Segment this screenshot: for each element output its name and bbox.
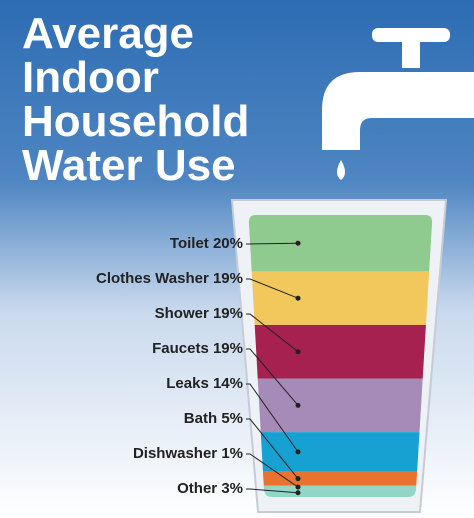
category-label: Shower	[155, 305, 209, 322]
chart-title: Average Indoor Household Water Use	[22, 9, 250, 190]
value-label: 20%	[213, 235, 243, 252]
leader-line	[246, 488, 299, 494]
leader-line	[246, 383, 299, 453]
value-label: 19%	[213, 270, 243, 287]
leader-dot	[295, 402, 301, 408]
bar-segment	[248, 488, 433, 497]
bar-segment	[248, 378, 433, 433]
faucet	[322, 28, 474, 180]
segment-label: Toilet 20%	[170, 235, 243, 252]
value-label: 1%	[221, 445, 243, 462]
bar-segment	[248, 324, 433, 379]
segment-label: Bath 5%	[184, 410, 243, 427]
leader-line	[246, 242, 299, 245]
segment-label: Faucets 19%	[152, 340, 243, 357]
value-label: 14%	[213, 375, 243, 392]
leader-line	[246, 418, 299, 479]
value-label: 19%	[213, 305, 243, 322]
leader-dot	[295, 295, 301, 301]
segment-label: Dishwasher 1%	[133, 445, 243, 462]
bar-segment	[248, 471, 433, 486]
leader-dot	[295, 476, 301, 482]
category-label: Leaks	[166, 375, 209, 392]
value-label: 5%	[221, 410, 243, 427]
value-label: 3%	[221, 480, 243, 497]
leader-line	[246, 453, 299, 488]
category-label: Clothes Washer	[96, 270, 209, 287]
leader-line	[246, 313, 299, 353]
category-label: Dishwasher	[133, 445, 217, 462]
category-label: Other	[177, 480, 217, 497]
bar-segment	[248, 485, 433, 489]
bar-segment	[248, 271, 433, 325]
leader-dot	[295, 240, 301, 246]
leader-dot	[295, 449, 301, 455]
category-label: Bath	[184, 410, 217, 427]
value-label: 19%	[213, 340, 243, 357]
segment-label: Other 3%	[177, 480, 243, 497]
leader-dot	[295, 490, 301, 496]
leader-dot	[295, 484, 301, 490]
bar-segment	[248, 432, 433, 472]
leader-line	[246, 348, 299, 406]
segment-label: Shower 19%	[155, 305, 243, 322]
category-label: Toilet	[170, 235, 209, 252]
leader-line	[246, 278, 299, 299]
leader-dot	[295, 349, 301, 355]
segment-label: Leaks 14%	[166, 375, 243, 392]
segment-label: Clothes Washer 19%	[96, 270, 243, 287]
category-label: Faucets	[152, 340, 209, 357]
